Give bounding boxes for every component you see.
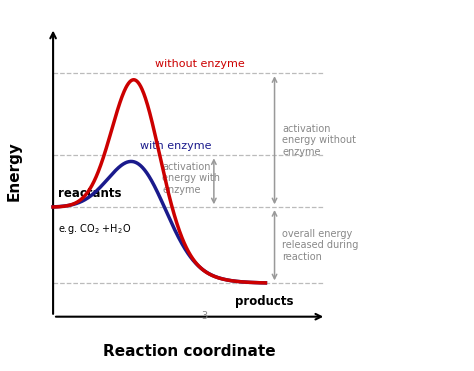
Text: 3: 3	[202, 311, 208, 321]
Text: activation
energy with
enzyme: activation energy with enzyme	[162, 162, 220, 195]
Text: e.g. CO$_2$ +H$_2$O: e.g. CO$_2$ +H$_2$O	[58, 222, 131, 236]
Text: overall energy
released during
reaction: overall energy released during reaction	[282, 229, 358, 262]
Text: Energy: Energy	[6, 141, 21, 201]
Text: activation
energy without
enzyme: activation energy without enzyme	[282, 124, 356, 157]
Text: reactants: reactants	[58, 187, 121, 200]
Text: products: products	[235, 295, 293, 308]
Text: with enzyme: with enzyme	[139, 141, 211, 151]
Text: without enzyme: without enzyme	[155, 59, 245, 69]
Text: Reaction coordinate: Reaction coordinate	[103, 344, 276, 359]
